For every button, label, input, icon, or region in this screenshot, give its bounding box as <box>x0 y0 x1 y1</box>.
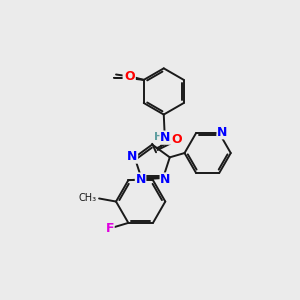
Text: methoxy: methoxy <box>113 77 119 78</box>
Text: N: N <box>160 173 171 186</box>
Text: N: N <box>135 173 146 186</box>
Text: N: N <box>160 131 170 144</box>
Text: O: O <box>172 133 182 146</box>
Text: CH₃: CH₃ <box>79 193 97 203</box>
Text: N: N <box>127 150 137 163</box>
Text: F: F <box>106 222 114 235</box>
Text: O: O <box>123 72 134 85</box>
Text: H: H <box>154 132 163 142</box>
Text: N: N <box>217 126 227 139</box>
Text: methoxy: methoxy <box>113 77 119 78</box>
Text: O: O <box>123 72 134 85</box>
Text: O: O <box>124 70 135 83</box>
